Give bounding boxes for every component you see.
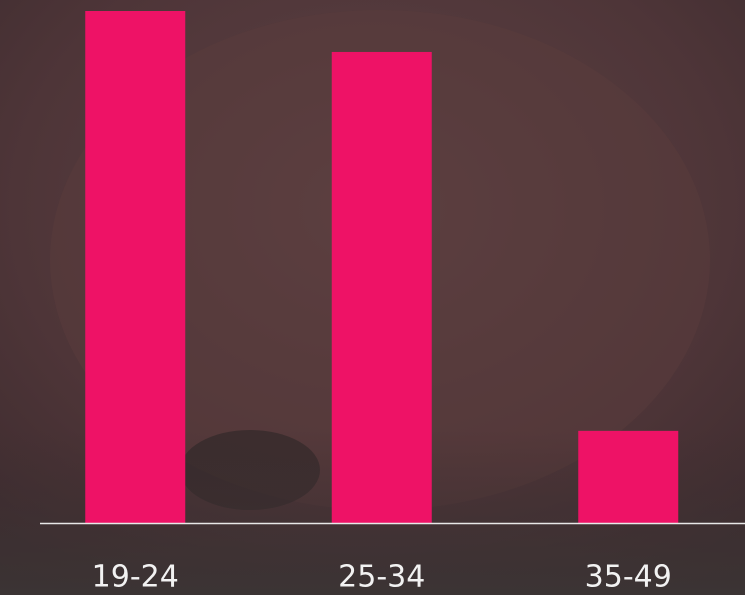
- bar: [578, 430, 679, 523]
- bar: [85, 11, 186, 523]
- x-tick-label: 19-24: [92, 560, 179, 595]
- bar: [331, 51, 432, 524]
- x-tick-label: 35-49: [585, 560, 672, 595]
- x-tick-label: 25-34: [338, 560, 425, 595]
